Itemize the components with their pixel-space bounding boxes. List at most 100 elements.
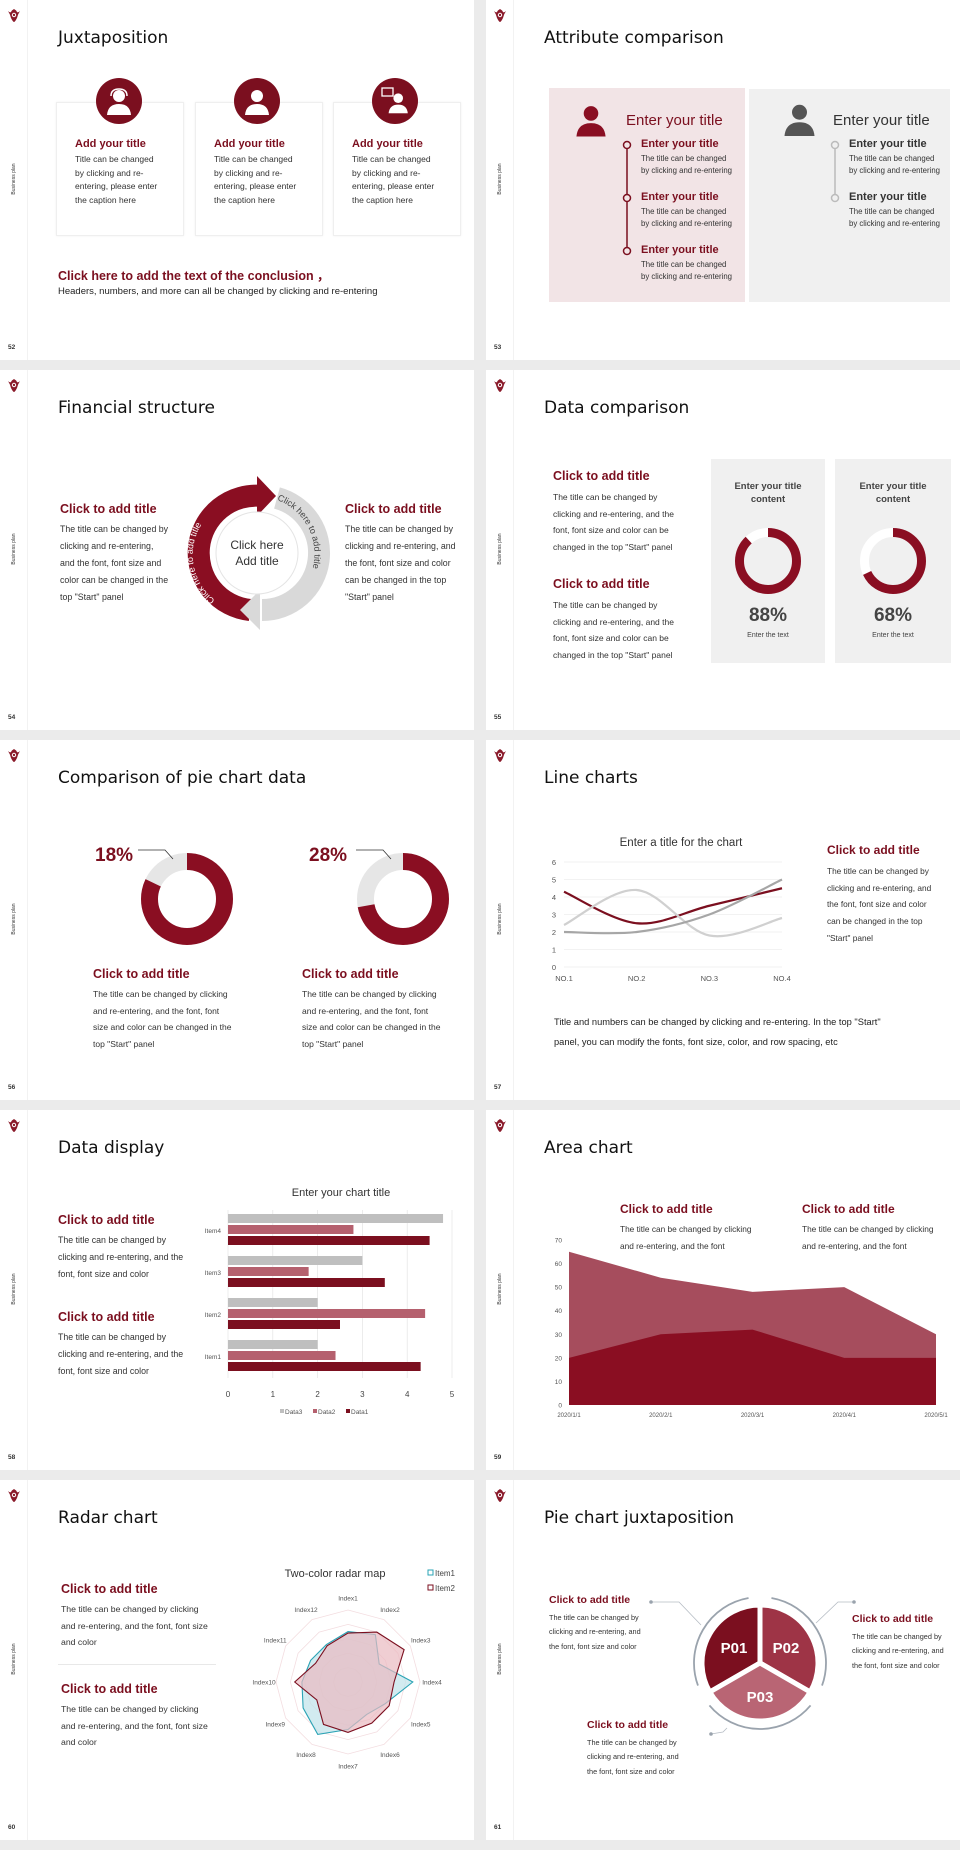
item-title[interactable]: Enter your title [641,138,719,150]
left-body[interactable]: The title can be changed by clicking and… [60,524,169,602]
slide-57[interactable]: Business plan 57 Line charts Enter a tit… [486,740,960,1100]
slide-title[interactable]: Radar chart [58,1508,158,1528]
block-title[interactable]: Click to add title [553,577,650,591]
slide-55[interactable]: Business plan 55 Data comparison Click t… [486,370,960,730]
slide-title[interactable]: Financial structure [58,398,215,418]
slide-59[interactable]: Business plan 59 Area chart 0 10 20 30 40 50 6… [486,1110,960,1470]
side-body[interactable]: The title can be changed by clicking and… [827,866,932,943]
radar-chart[interactable]: Two-color radar map Index1 Index2 Index3 Ind… [0,1480,474,1840]
block-title[interactable]: Click to add title [620,1202,713,1216]
slide-title[interactable]: Data comparison [544,398,690,418]
segment-P03[interactable] [706,1660,814,1724]
y-tick-label: 30 [555,1332,563,1339]
block-body[interactable]: The title can be changed by clicking and… [61,1604,208,1648]
item-body[interactable]: The title can be changed by clicking and… [849,154,941,175]
right-title[interactable]: Click to add title [345,502,442,516]
panel-title[interactable]: Enter your title content [859,481,927,505]
segment-label: P03 [747,1689,774,1706]
slide-54[interactable]: Business plan 54 Financial structure Cli… [0,370,474,730]
card-3[interactable]: Add your title Title can be changed by c… [333,102,461,236]
right-heading[interactable]: Enter your title [833,112,930,129]
item-body[interactable]: The title can be changed by clicking and… [849,207,941,228]
pie-body[interactable]: The title can be changed by clicking and… [302,989,441,1050]
block-title[interactable]: Click to add title [852,1613,934,1625]
block-title[interactable]: Click to add title [553,469,650,483]
slide-53[interactable]: Business plan 53 Attribute comparison En… [486,0,960,360]
item-body[interactable]: The title can be changed by clicking and… [641,207,733,228]
leader-line [356,849,392,860]
block-title[interactable]: Click to add title [61,1682,158,1696]
block-body[interactable]: The title can be changed by clicking and… [802,1224,934,1251]
slide-title[interactable]: Data display [58,1138,165,1158]
block-title[interactable]: Click to add title [587,1719,669,1731]
pie-title[interactable]: Click to add title [93,967,190,981]
card-title[interactable]: Add your title [75,138,146,150]
businesswoman-icon [234,78,280,124]
item-title[interactable]: Enter your title [849,191,927,203]
block-body[interactable]: The title can be changed by clicking and… [61,1704,208,1748]
slide-title[interactable]: Attribute comparison [544,28,724,48]
block-title[interactable]: Click to add title [58,1310,155,1324]
slide-title[interactable]: Pie chart juxtaposition [544,1508,735,1528]
block-title[interactable]: Click to add title [549,1594,631,1606]
block-title[interactable]: Click to add title [802,1202,895,1216]
line-chart[interactable]: Enter a title for the chart 0 1 2 3 4 5 6 NO.1 NO… [486,740,960,1100]
card-title[interactable]: Add your title [352,138,423,150]
card-body[interactable]: Title can be changed by clicking and re-… [75,154,158,205]
card-1[interactable]: Add your title Title can be changed by c… [56,102,184,236]
left-heading[interactable]: Enter your title [626,112,723,129]
slide-60[interactable]: Business plan 60 Radar chart Click to ad… [0,1480,474,1840]
item-body[interactable]: The title can be changed by clicking and… [641,260,733,281]
conclusion-text[interactable]: Headers, numbers, and more can all be ch… [58,286,378,297]
block-title[interactable]: Click to add title [58,1213,155,1227]
slide-title[interactable]: Line charts [544,768,638,788]
bar-chart[interactable]: Enter your chart title 0 1 2 3 4 5 Item1 Item2 It… [0,1110,474,1470]
slide-56[interactable]: Business plan 56 Comparison of pie chart… [0,740,474,1100]
side-title[interactable]: Click to add title [827,843,920,857]
gray-arrow-arc[interactable] [261,487,331,621]
timeline-dot [830,193,840,203]
x-tick-label: 2020/5/1 [924,1413,948,1419]
panel-caption[interactable]: Enter the text [872,632,914,639]
slide-title[interactable]: Juxtaposition [58,28,169,48]
center-text[interactable]: Click here Add title [230,538,284,568]
block-body[interactable]: The title can be changed by clicking and… [58,1332,184,1376]
block-body[interactable]: The title can be changed by clicking and… [587,1738,679,1776]
block-body[interactable]: The title can be changed by clicking and… [58,1235,184,1279]
area-chart[interactable]: 0 10 20 30 40 50 60 70 2020/1/1 2020/2/1 2020/3/1 2… [486,1110,960,1470]
block-title[interactable]: Click to add title [61,1582,158,1596]
item-title[interactable]: Enter your title [641,191,719,203]
item-title[interactable]: Enter your title [849,138,927,150]
slide-52[interactable]: Business plan 52 Juxtaposition Add your … [0,0,474,360]
pie-title[interactable]: Click to add title [302,967,399,981]
connector-dot [649,1600,653,1604]
block-body[interactable]: The title can be changed by clicking and… [852,1632,944,1670]
slide-title[interactable]: Area chart [544,1138,633,1158]
item-body[interactable]: The title can be changed by clicking and… [641,154,733,175]
card-2[interactable]: Add your title Title can be changed by c… [195,102,323,236]
percent-value[interactable]: 68% [873,605,913,626]
pie-body[interactable]: The title can be changed by clicking and… [93,989,232,1050]
right-body[interactable]: The title can be changed by clicking and… [345,524,456,602]
dark-arrow-arc[interactable] [187,484,264,621]
left-title[interactable]: Click to add title [60,502,157,516]
card-title[interactable]: Add your title [214,138,285,150]
block-body[interactable]: The title can be changed by clicking and… [553,600,674,661]
percent-label[interactable]: 28% [309,845,348,866]
panel-caption[interactable]: Enter the text [747,632,789,639]
slide-title[interactable]: Comparison of pie chart data [58,768,307,788]
slide-61[interactable]: Business plan 61 Pie chart juxtaposition… [486,1480,960,1840]
card-body[interactable]: Title can be changed by clicking and re-… [352,154,435,205]
conclusion-title[interactable]: Click here to add the text of the conclu… [58,269,330,283]
donut-88 [735,528,801,594]
block-body[interactable]: The title can be changed by clicking and… [620,1224,752,1251]
slide-58[interactable]: Business plan 58 Data display Click to a… [0,1110,474,1470]
bottom-text[interactable]: Title and numbers can be changed by clic… [554,1017,881,1047]
block-body[interactable]: The title can be changed by clicking and… [549,1613,641,1651]
percent-value[interactable]: 88% [748,605,788,626]
card-body[interactable]: Title can be changed by clicking and re-… [214,154,297,205]
percent-label[interactable]: 18% [95,845,134,866]
panel-title[interactable]: Enter your title content [734,481,802,505]
block-body[interactable]: The title can be changed by clicking and… [553,492,674,553]
item-title[interactable]: Enter your title [641,244,719,256]
